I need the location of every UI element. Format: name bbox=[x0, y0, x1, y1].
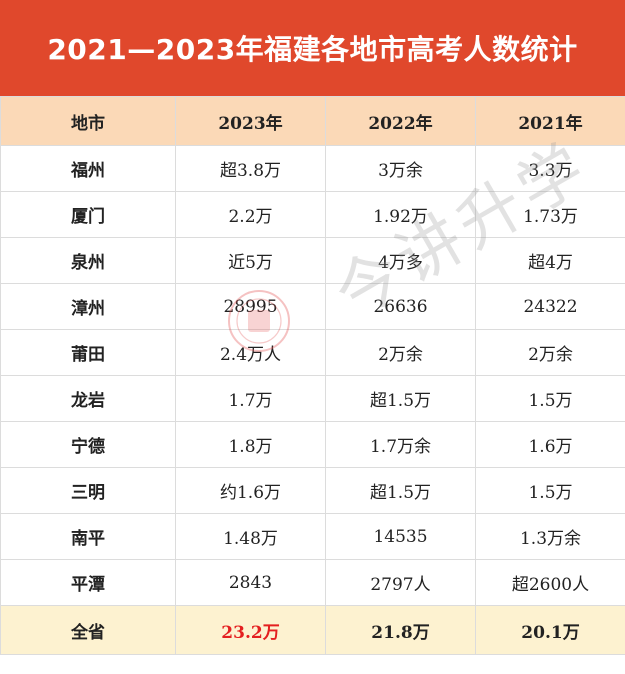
header-2022: 2022年 bbox=[325, 96, 476, 146]
city-cell: 龙岩 bbox=[0, 375, 176, 422]
header-row: 地市 2023年 2022年 2021年 bbox=[0, 96, 625, 146]
value-2021: 超2600人 bbox=[475, 559, 625, 606]
value-2021: 1.3万余 bbox=[475, 513, 625, 560]
table-row: 福州 超3.8万 3万余 3.3万 bbox=[0, 145, 625, 192]
table-row: 泉州 近5万 4万多 超4万 bbox=[0, 237, 625, 284]
city-cell: 三明 bbox=[0, 467, 176, 514]
value-2021: 1.5万 bbox=[475, 467, 625, 514]
value-2022: 2797人 bbox=[325, 559, 476, 606]
value-2022: 1.7万余 bbox=[325, 421, 476, 468]
city-cell: 福州 bbox=[0, 145, 176, 192]
value-2023: 1.8万 bbox=[175, 421, 326, 468]
table-row: 厦门 2.2万 1.92万 1.73万 bbox=[0, 191, 625, 238]
header-2021: 2021年 bbox=[475, 96, 625, 146]
value-2023: 约1.6万 bbox=[175, 467, 326, 514]
header-city: 地市 bbox=[0, 96, 176, 146]
value-2021: 超4万 bbox=[475, 237, 625, 284]
total-2021: 20.1万 bbox=[475, 605, 625, 655]
page-title: 2021—2023年福建各地市高考人数统计 bbox=[47, 33, 578, 66]
value-2022: 超1.5万 bbox=[325, 375, 476, 422]
total-label: 全省 bbox=[0, 605, 176, 655]
city-cell: 漳州 bbox=[0, 283, 176, 330]
city-cell: 平潭 bbox=[0, 559, 176, 606]
value-2022: 4万多 bbox=[325, 237, 476, 284]
value-2023: 2.4万人 bbox=[175, 329, 326, 376]
total-2023: 23.2万 bbox=[175, 605, 326, 655]
value-2023: 2843 bbox=[175, 559, 326, 606]
value-2023: 1.7万 bbox=[175, 375, 326, 422]
value-2022: 26636 bbox=[325, 283, 476, 330]
city-cell: 宁德 bbox=[0, 421, 176, 468]
table-row: 平潭 2843 2797人 超2600人 bbox=[0, 559, 625, 606]
city-cell: 南平 bbox=[0, 513, 176, 560]
value-2021: 24322 bbox=[475, 283, 625, 330]
value-2021: 3.3万 bbox=[475, 145, 625, 192]
value-2022: 超1.5万 bbox=[325, 467, 476, 514]
value-2023: 近5万 bbox=[175, 237, 326, 284]
statistics-table: 地市 2023年 2022年 2021年 福州 超3.8万 3万余 3.3万 厦… bbox=[0, 96, 625, 655]
table-row: 三明 约1.6万 超1.5万 1.5万 bbox=[0, 467, 625, 514]
value-2021: 1.6万 bbox=[475, 421, 625, 468]
city-cell: 泉州 bbox=[0, 237, 176, 284]
value-2022: 2万余 bbox=[325, 329, 476, 376]
value-2021: 2万余 bbox=[475, 329, 625, 376]
city-cell: 莆田 bbox=[0, 329, 176, 376]
city-cell: 厦门 bbox=[0, 191, 176, 238]
value-2023: 1.48万 bbox=[175, 513, 326, 560]
total-2022: 21.8万 bbox=[325, 605, 476, 655]
table-row: 南平 1.48万 14535 1.3万余 bbox=[0, 513, 625, 560]
value-2021: 1.5万 bbox=[475, 375, 625, 422]
value-2023: 2.2万 bbox=[175, 191, 326, 238]
title-bar: 2021—2023年福建各地市高考人数统计 bbox=[0, 0, 625, 96]
value-2023: 28995 bbox=[175, 283, 326, 330]
table-row: 龙岩 1.7万 超1.5万 1.5万 bbox=[0, 375, 625, 422]
table-row: 漳州 28995 26636 24322 bbox=[0, 283, 625, 330]
header-2023: 2023年 bbox=[175, 96, 326, 146]
value-2022: 1.92万 bbox=[325, 191, 476, 238]
value-2022: 3万余 bbox=[325, 145, 476, 192]
value-2023: 超3.8万 bbox=[175, 145, 326, 192]
value-2022: 14535 bbox=[325, 513, 476, 560]
value-2021: 1.73万 bbox=[475, 191, 625, 238]
total-row: 全省 23.2万 21.8万 20.1万 bbox=[0, 605, 625, 655]
table-row: 莆田 2.4万人 2万余 2万余 bbox=[0, 329, 625, 376]
table-row: 宁德 1.8万 1.7万余 1.6万 bbox=[0, 421, 625, 468]
